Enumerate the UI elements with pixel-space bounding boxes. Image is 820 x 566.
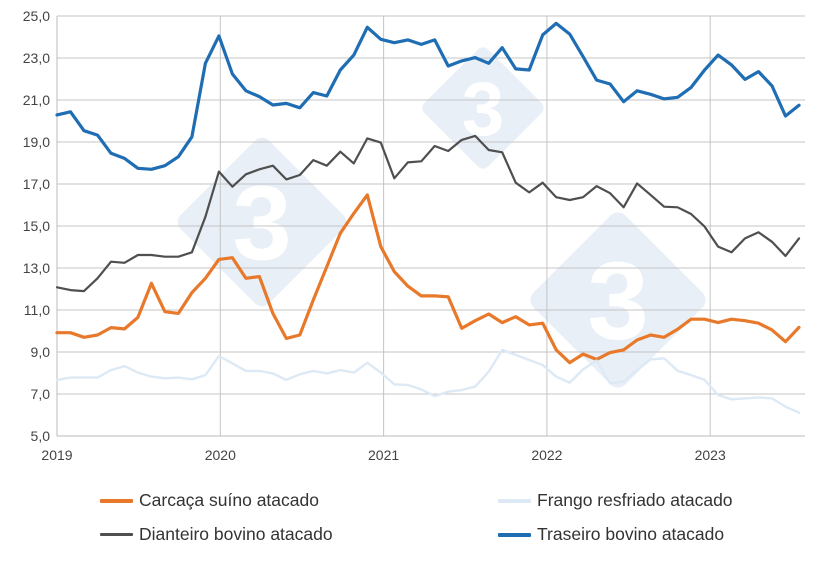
x-tick-label: 2022 [531, 447, 562, 463]
y-tick-label: 9,0 [31, 344, 51, 360]
legend-item-dianteiro: Dianteiro bovino atacado [100, 524, 333, 545]
legend-swatch [100, 533, 133, 536]
series-line-2 [55, 134, 801, 293]
x-tick-label: 2020 [205, 447, 236, 463]
legend-label: Frango resfriado atacado [537, 490, 733, 510]
y-tick-label: 21,0 [23, 92, 50, 108]
y-tick-label: 13,0 [23, 260, 50, 276]
legend-label: Traseiro bovino atacado [537, 524, 725, 544]
series-line-1 [55, 348, 801, 414]
x-tick-label: 2019 [41, 447, 72, 463]
legend-label: Dianteiro bovino atacado [139, 524, 333, 544]
series-line-3 [55, 21, 801, 171]
y-tick-label: 11,0 [24, 302, 50, 318]
legend-item-carcaca: Carcaça suíno atacado [100, 490, 319, 511]
series-line-0 [55, 193, 801, 365]
watermark-logo-text: 3 [232, 164, 291, 283]
legend-swatch [498, 532, 531, 537]
watermark-logo-text: 3 [462, 67, 505, 152]
watermark-logo-text: 3 [587, 240, 648, 363]
line-chart: 3 3 3 5,0 7,0 9,0 11,0 13,0 15,0 17,0 19,0 21,0 23,0… [23, 8, 805, 463]
y-tick-label: 17,0 [23, 176, 50, 192]
legend-label: Carcaça suíno atacado [139, 490, 319, 510]
legend-item-frango: Frango resfriado atacado [498, 490, 733, 511]
legend-swatch [100, 498, 133, 503]
y-tick-label: 7,0 [31, 386, 51, 402]
y-tick-label: 23,0 [23, 50, 50, 66]
x-tick-label: 2023 [695, 447, 726, 463]
y-tick-label: 19,0 [23, 134, 50, 150]
legend-swatch [498, 498, 531, 503]
y-tick-label: 5,0 [31, 428, 51, 444]
x-tick-label: 2021 [368, 447, 399, 463]
watermark-logo [422, 47, 544, 169]
watermark-logo [530, 212, 706, 388]
y-tick-label: 25,0 [23, 8, 50, 24]
legend-item-traseiro: Traseiro bovino atacado [498, 524, 724, 545]
y-tick-label: 15,0 [23, 218, 50, 234]
